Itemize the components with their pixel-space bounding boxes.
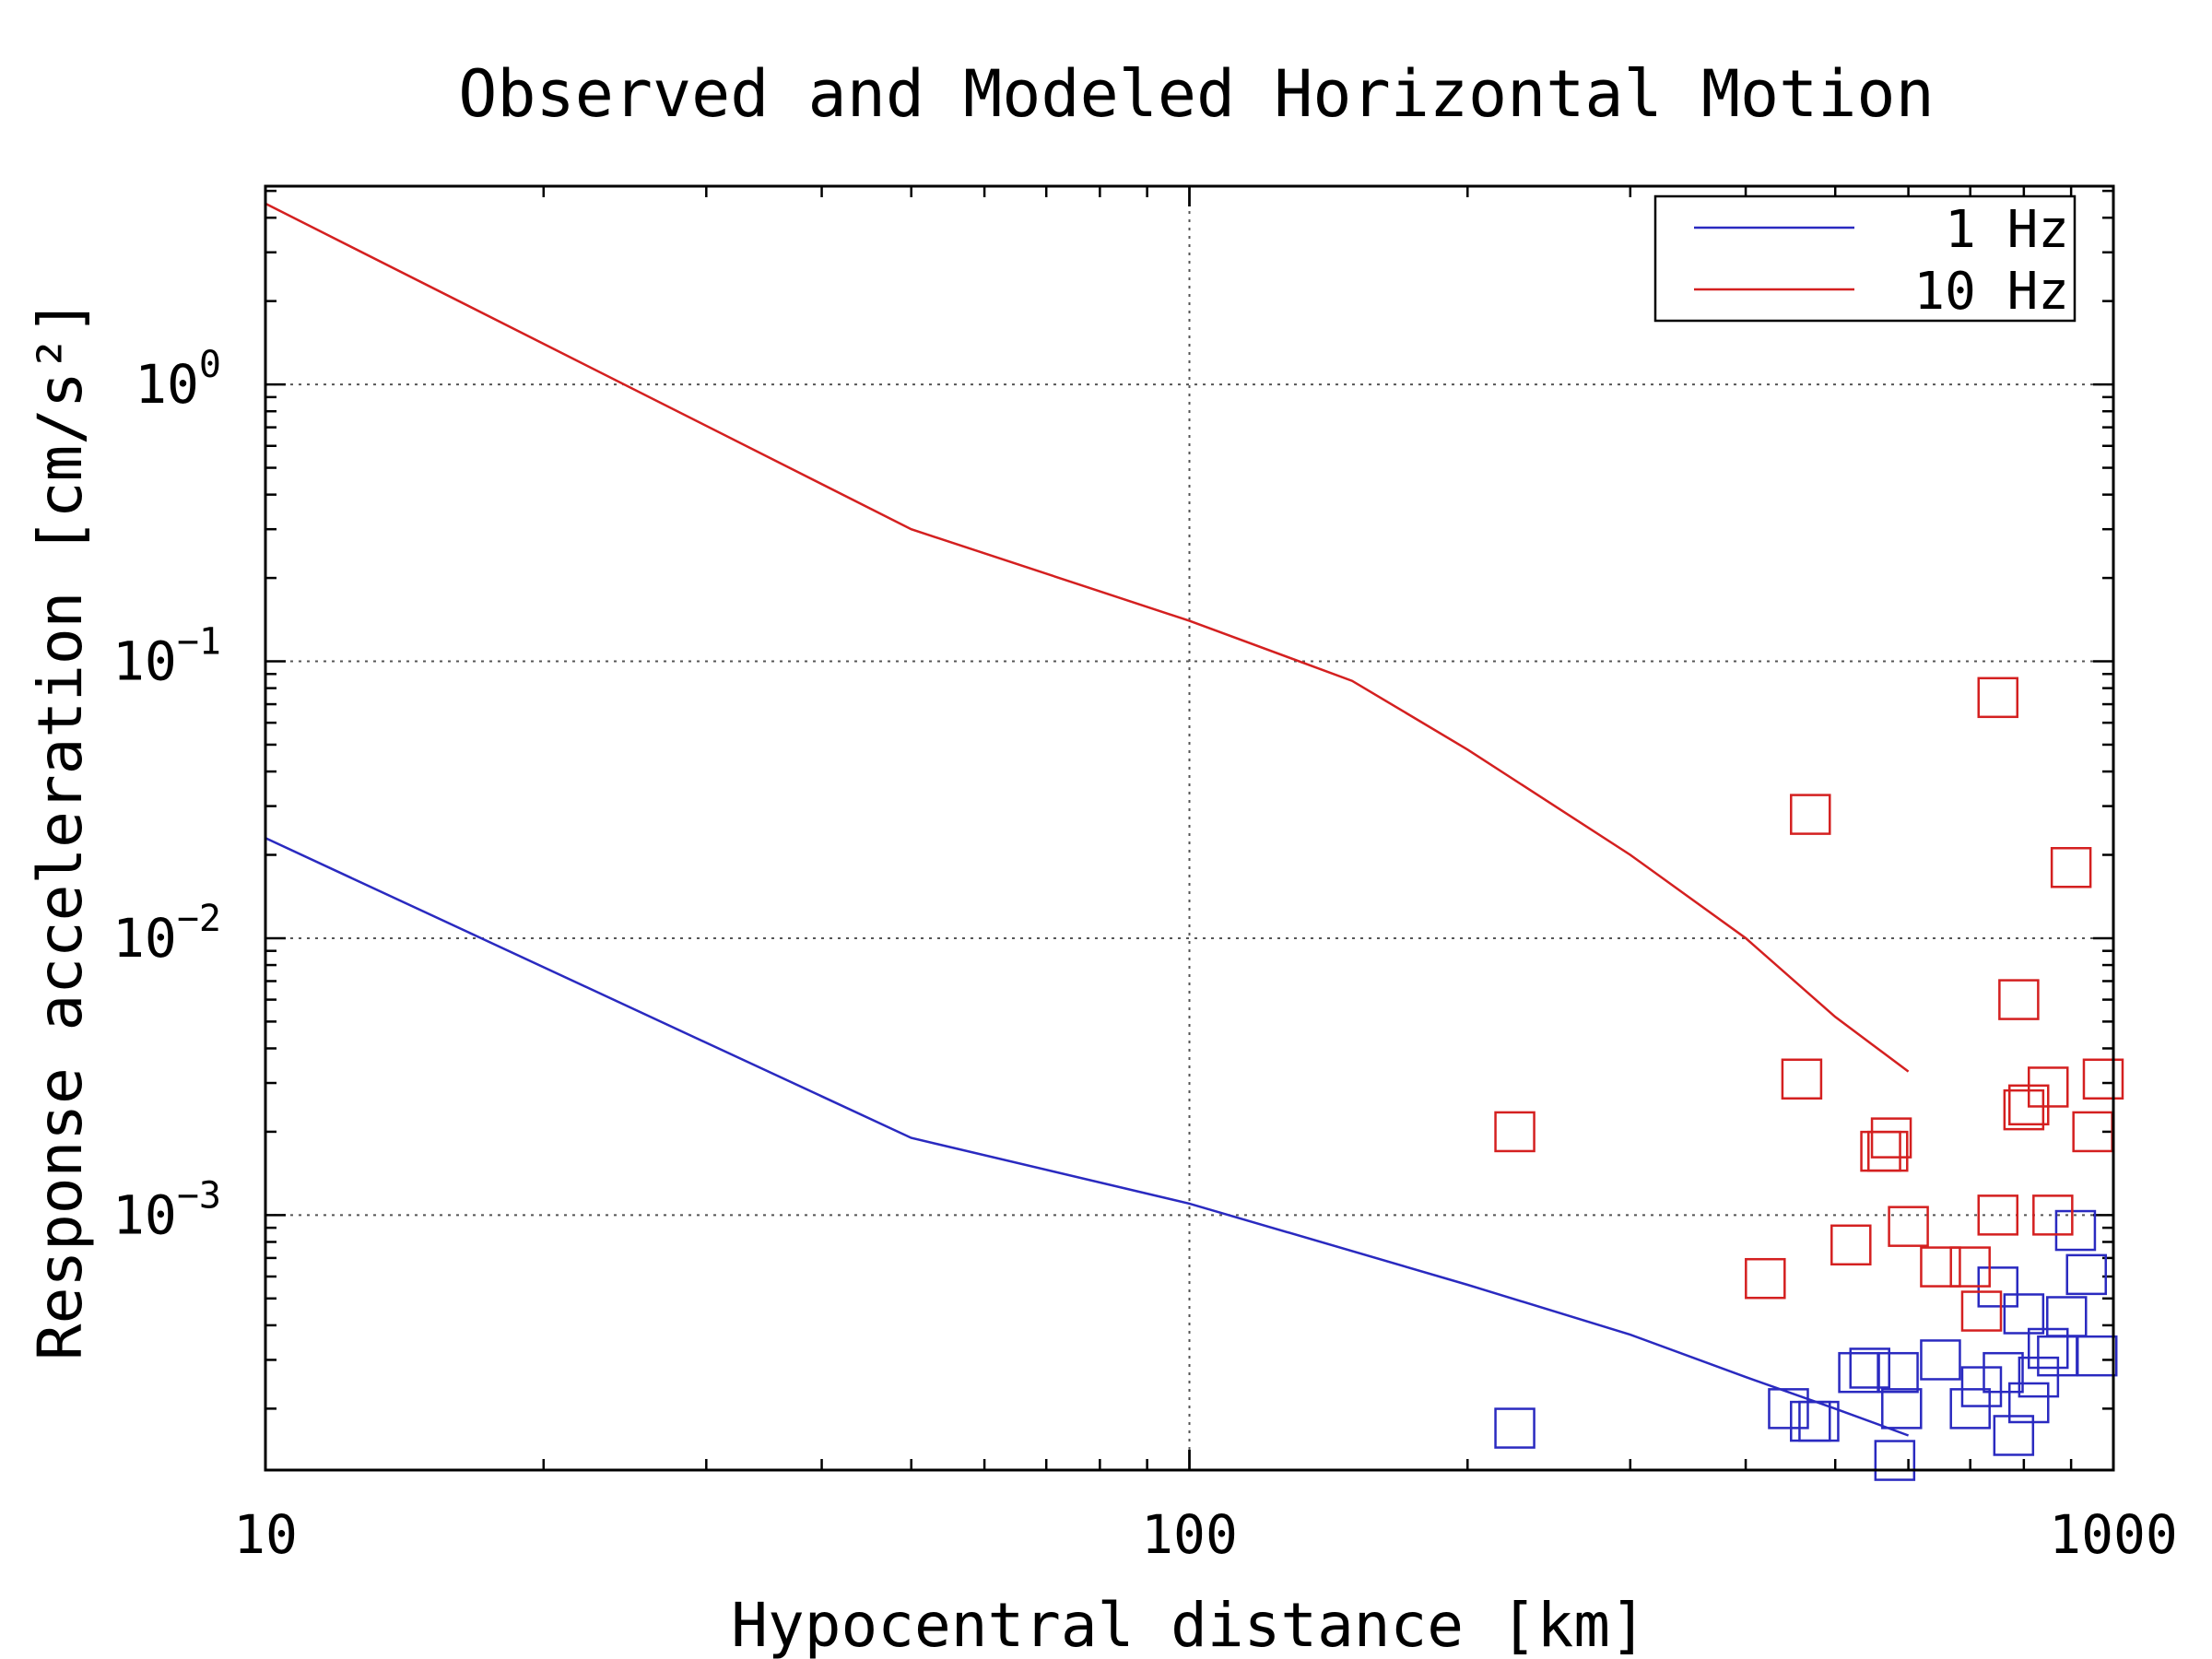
observed-point-10hz (1949, 1246, 1991, 1288)
y-tick-labels: 100 10−1 10−2 10−3 (112, 344, 221, 1246)
observed-point-10hz (1870, 1117, 1912, 1159)
x-tick-label: 1000 (2049, 1503, 2178, 1566)
grid-lines (265, 186, 2113, 1470)
observed-point-10hz (1977, 677, 2018, 719)
observed-point-1hz (2076, 1335, 2118, 1377)
observed-point-1hz (2065, 1253, 2107, 1296)
observed-points (1494, 677, 2124, 1481)
y-tick-label: 10−1 (112, 621, 221, 693)
chart-title: Observed and Modeled Horizontal Motion (458, 56, 1934, 132)
observed-point-1hz (1838, 1351, 1879, 1394)
axis-ticks (264, 186, 2115, 1470)
observed-point-10hz (1998, 979, 2040, 1020)
observed-point-10hz (1781, 1058, 1823, 1100)
observed-point-10hz (1867, 1130, 1909, 1172)
observed-point-1hz (2046, 1296, 2088, 1337)
observed-point-1hz (1993, 1415, 2035, 1456)
observed-point-1hz (1798, 1400, 1840, 1442)
observed-point-1hz (1877, 1351, 1919, 1394)
observed-point-1hz (2008, 1382, 2050, 1424)
legend-label-1hz: 1 Hz (1945, 200, 2069, 260)
observed-point-10hz (2032, 1194, 2074, 1236)
observed-point-1hz (1983, 1351, 2024, 1394)
observed-point-10hz (1960, 1290, 2003, 1332)
observed-point-1hz (2003, 1293, 2045, 1335)
observed-point-10hz (1920, 1246, 1961, 1288)
model-line-10hz (265, 202, 1910, 1073)
x-tick-label: 100 (1141, 1503, 1238, 1566)
observed-point-10hz (2003, 1088, 2045, 1131)
model-line-1hz (265, 837, 1910, 1437)
y-axis-label: Response acceleration [cm/s²] (25, 299, 96, 1360)
legend-label-10hz: 10 Hz (1913, 262, 2069, 322)
x-axis-label: Hypocentral distance [km] (731, 1590, 1646, 1659)
observed-point-1hz (1881, 1388, 1923, 1430)
observed-point-1hz (1494, 1407, 1535, 1449)
observed-point-10hz (1977, 1194, 2018, 1236)
legend: 1 Hz 10 Hz (1653, 194, 2077, 323)
plot-frame (264, 184, 2115, 1472)
observed-point-10hz (1745, 1257, 1786, 1300)
observed-point-1hz (2054, 1209, 2097, 1252)
legend-box (1653, 194, 2077, 323)
observed-point-10hz (1860, 1130, 1901, 1172)
observed-point-1hz (1849, 1347, 1890, 1389)
x-tick-labels: 10 100 1000 (233, 1503, 2178, 1566)
y-tick-label: 100 (135, 344, 221, 416)
model-lines (265, 202, 1910, 1437)
observed-point-1hz (1949, 1388, 1991, 1430)
observed-point-10hz (2027, 1066, 2069, 1108)
observed-point-10hz (2050, 847, 2092, 888)
observed-point-1hz (1874, 1440, 1916, 1481)
x-tick-label: 10 (233, 1503, 298, 1566)
observed-point-10hz (1790, 794, 1831, 835)
observed-point-10hz (1888, 1206, 1929, 1247)
observed-point-1hz (1960, 1366, 2003, 1407)
observed-point-1hz (1790, 1400, 1831, 1442)
observed-point-10hz (2082, 1058, 2124, 1100)
observed-point-10hz (1494, 1111, 1535, 1153)
observed-point-10hz (1830, 1224, 1872, 1266)
observed-point-1hz (1768, 1388, 1809, 1430)
y-tick-label: 10−3 (112, 1174, 221, 1246)
y-tick-label: 10−2 (112, 898, 221, 970)
observed-point-1hz (1920, 1339, 1961, 1381)
